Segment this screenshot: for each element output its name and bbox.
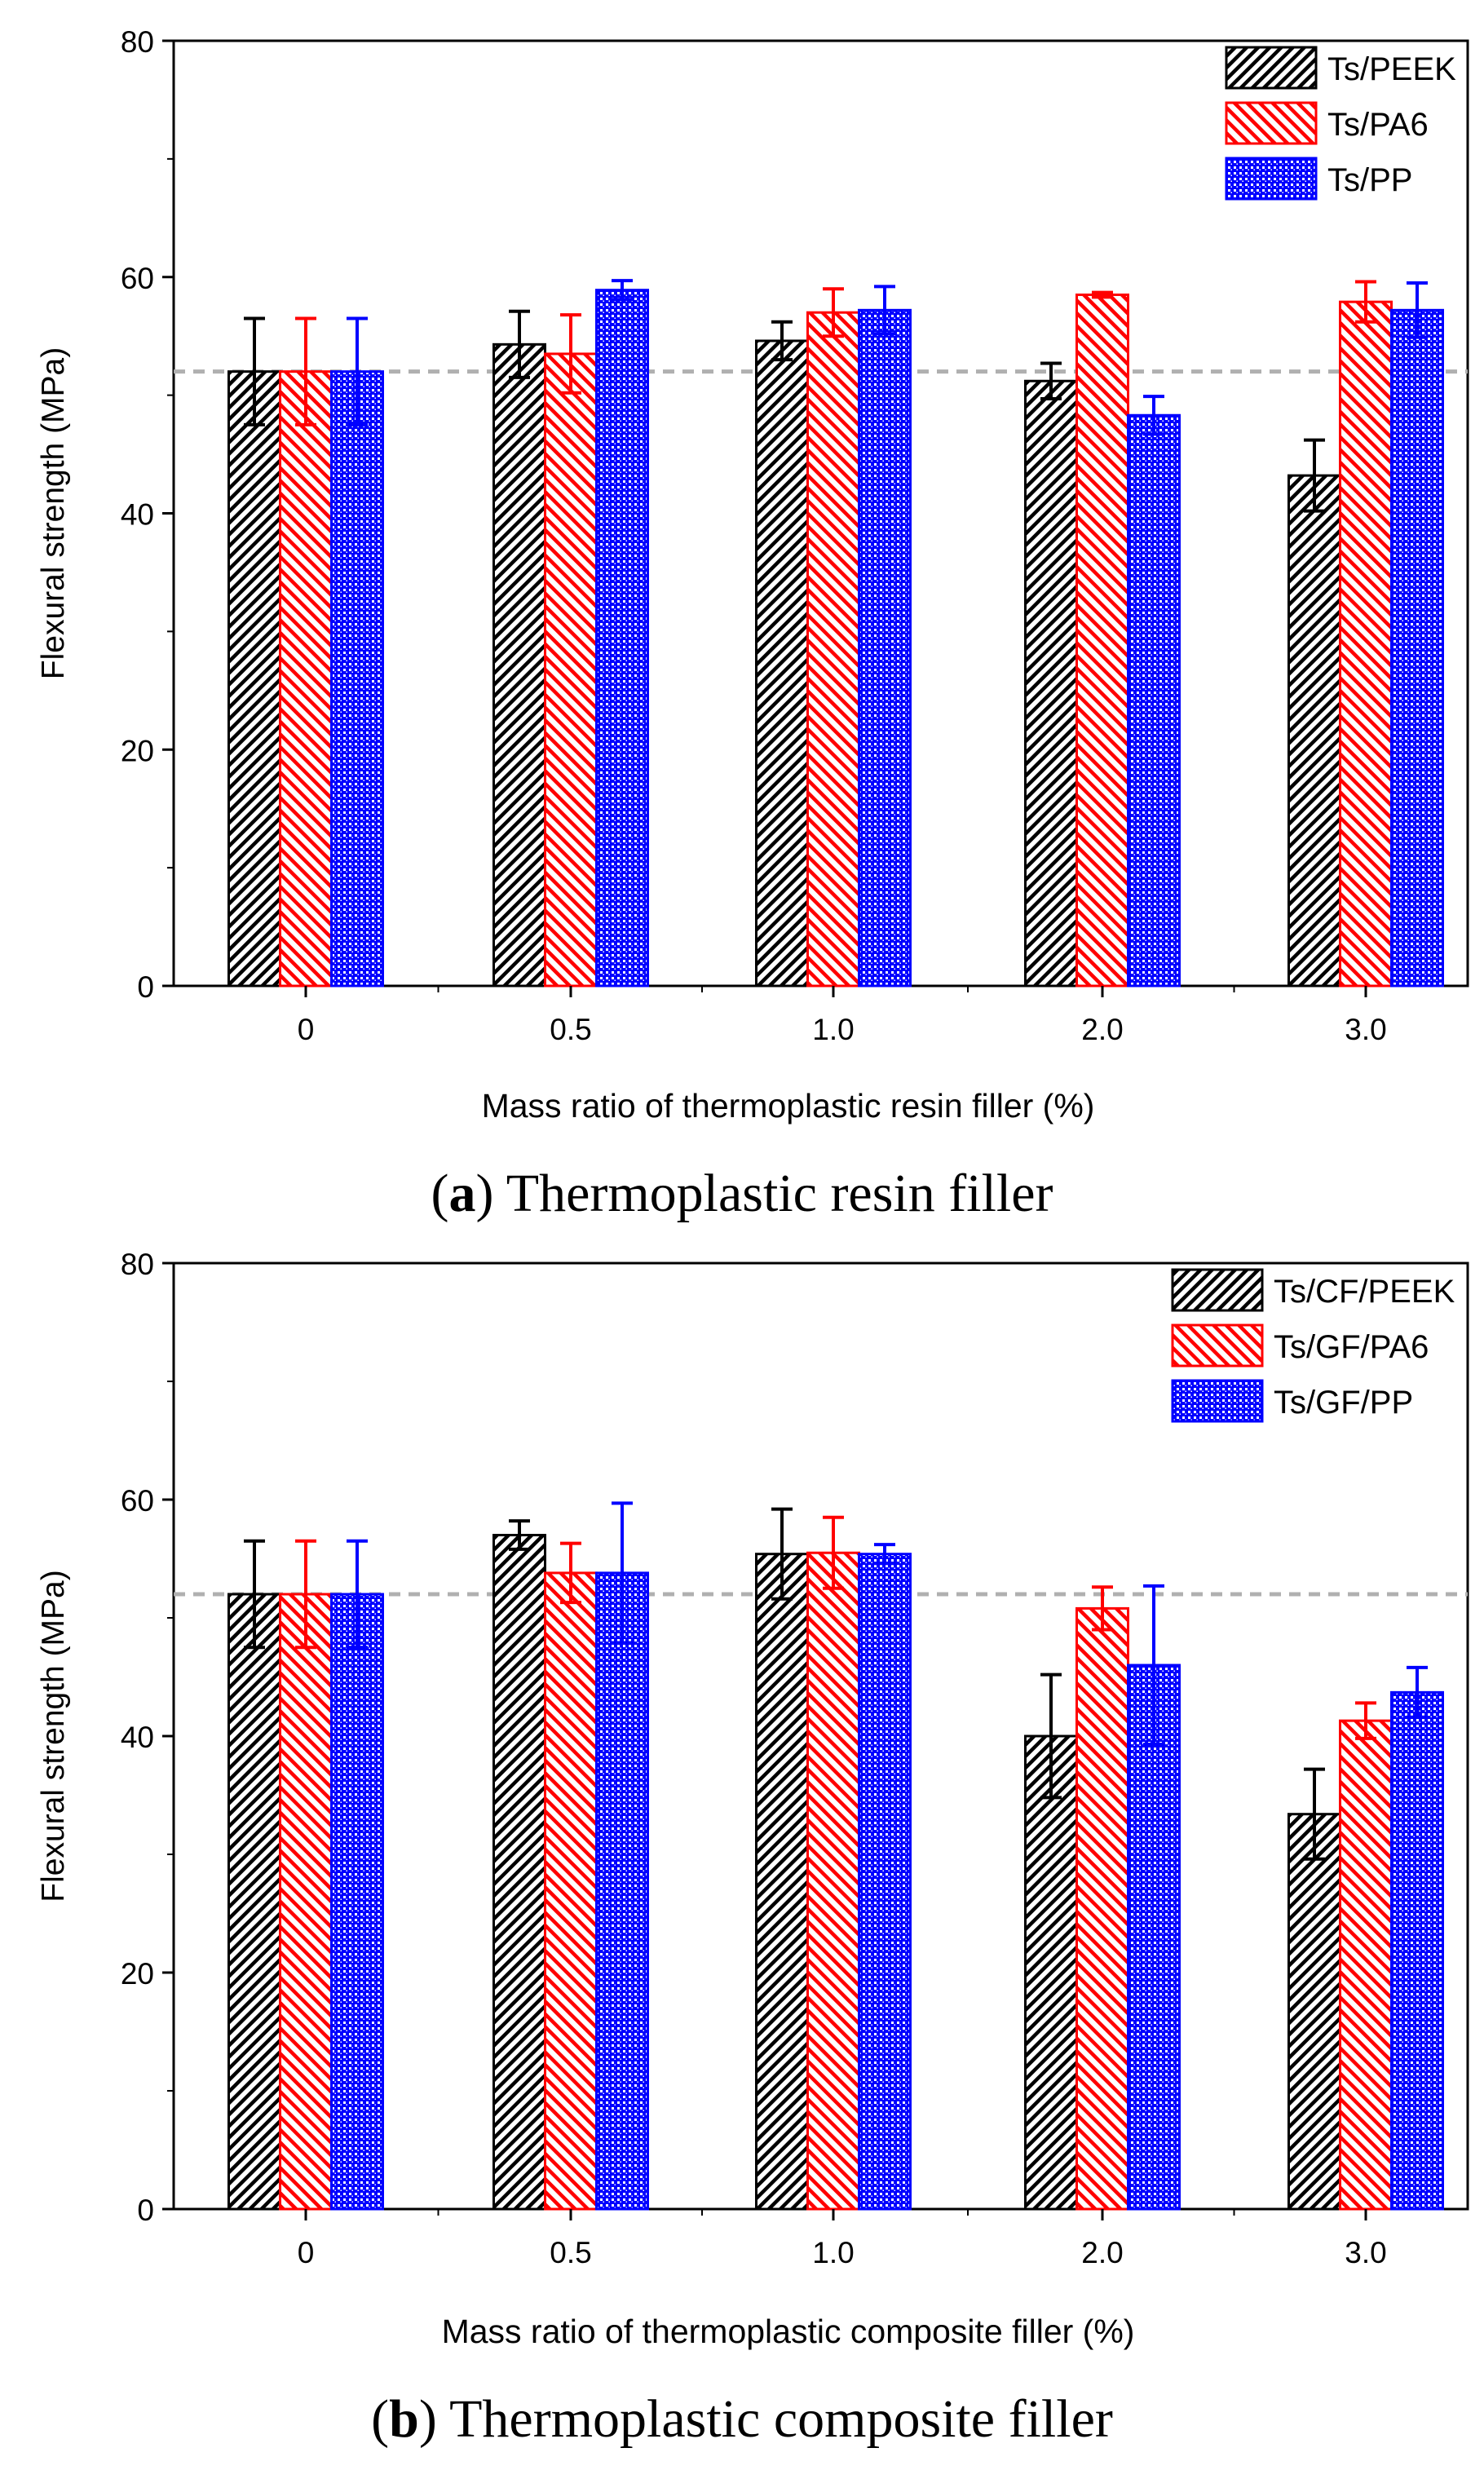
y-tick-label: 80 [121, 25, 154, 59]
bar [279, 370, 333, 988]
y-tick-label: 40 [121, 1721, 154, 1754]
bar [1127, 1664, 1181, 2211]
y-axis-label: Flexural strength (MPa) [36, 1570, 71, 1902]
legend-label: Ts/PA6 [1327, 107, 1429, 143]
x-tick-label: 0.5 [550, 2236, 591, 2269]
x-tick-label: 1.0 [812, 2236, 854, 2269]
bar [227, 370, 281, 988]
bar [227, 1593, 281, 2211]
bar [858, 1553, 912, 2211]
panel-caption: (b) Thermoplastic composite filler [371, 2389, 1113, 2449]
bar [1075, 293, 1129, 988]
x-tick-label: 0.5 [550, 1013, 591, 1046]
x-tick-label: 3.0 [1345, 2236, 1386, 2269]
bar [806, 1551, 860, 2211]
legend-label: Ts/GF/PP [1274, 1385, 1413, 1421]
x-tick-label: 0 [298, 1013, 315, 1046]
bar [1339, 300, 1393, 988]
y-tick-label: 0 [137, 2194, 154, 2227]
bar [1390, 1690, 1444, 2211]
bar [1339, 1719, 1393, 2211]
x-tick-label: 0 [298, 2236, 315, 2269]
bar [492, 1534, 546, 2211]
y-tick-label: 60 [121, 262, 154, 295]
bar [544, 352, 598, 988]
bar [544, 1571, 598, 2211]
legend-swatch [1171, 1268, 1264, 1312]
caption-text: Thermoplastic resin filler [506, 1164, 1053, 1223]
bar [1075, 1606, 1129, 2211]
chart-panel-b: 0 20 40 60 80 0 0.5 1.0 2.0 3.0 Ts/CF/PEEK Ts/GF/P… [36, 1248, 1469, 2449]
bar [330, 1593, 384, 2211]
y-tick-label: 20 [121, 734, 154, 767]
bar [1024, 1734, 1078, 2211]
legend-label: Ts/CF/PEEK [1274, 1274, 1455, 1310]
bar [595, 289, 649, 988]
bar [1390, 308, 1444, 988]
y-tick-label: 20 [121, 1957, 154, 1991]
x-tick-label: 1.0 [812, 1013, 854, 1046]
x-tick-label: 3.0 [1345, 1013, 1386, 1046]
legend-swatch [1171, 1323, 1264, 1368]
caption-text: Thermoplastic composite filler [449, 2389, 1113, 2449]
bar [492, 342, 546, 988]
legend-swatch [1171, 1379, 1264, 1423]
legend: Ts/PEEK Ts/PA6 Ts/PP [1225, 46, 1456, 201]
bar [330, 370, 384, 988]
bar [1287, 1813, 1341, 2211]
y-tick-label: 60 [121, 1484, 154, 1518]
legend-label: Ts/PEEK [1327, 51, 1456, 87]
legend: Ts/CF/PEEK Ts/GF/PA6 Ts/GF/PP [1171, 1268, 1455, 1423]
legend-swatch [1225, 101, 1318, 145]
legend-swatch [1225, 157, 1318, 201]
legend-label: Ts/GF/PA6 [1274, 1329, 1429, 1365]
bar [1127, 413, 1181, 988]
y-tick-label: 40 [121, 498, 154, 532]
bar [755, 339, 809, 988]
x-axis-label: Mass ratio of thermoplastic resin filler… [482, 1087, 1095, 1125]
bar [755, 1553, 809, 2211]
y-axis-label: Flexural strength (MPa) [36, 347, 71, 679]
bar [1287, 474, 1341, 988]
bar [806, 311, 860, 988]
legend-label: Ts/PP [1327, 162, 1412, 198]
x-tick-label: 2.0 [1081, 1013, 1123, 1046]
caption-label: b [389, 2389, 419, 2449]
x-axis-label: Mass ratio of thermoplastic composite fi… [442, 2313, 1135, 2350]
bar [279, 1593, 333, 2211]
bar [1024, 379, 1078, 988]
caption-label: a [448, 1164, 475, 1223]
y-tick-label: 0 [137, 970, 154, 1004]
bar [595, 1571, 649, 2211]
legend-swatch [1225, 46, 1318, 90]
y-tick-label: 80 [121, 1248, 154, 1281]
x-tick-label: 2.0 [1081, 2236, 1123, 2269]
panel-caption: (a) Thermoplastic resin filler [431, 1164, 1053, 1223]
bar [858, 308, 912, 988]
